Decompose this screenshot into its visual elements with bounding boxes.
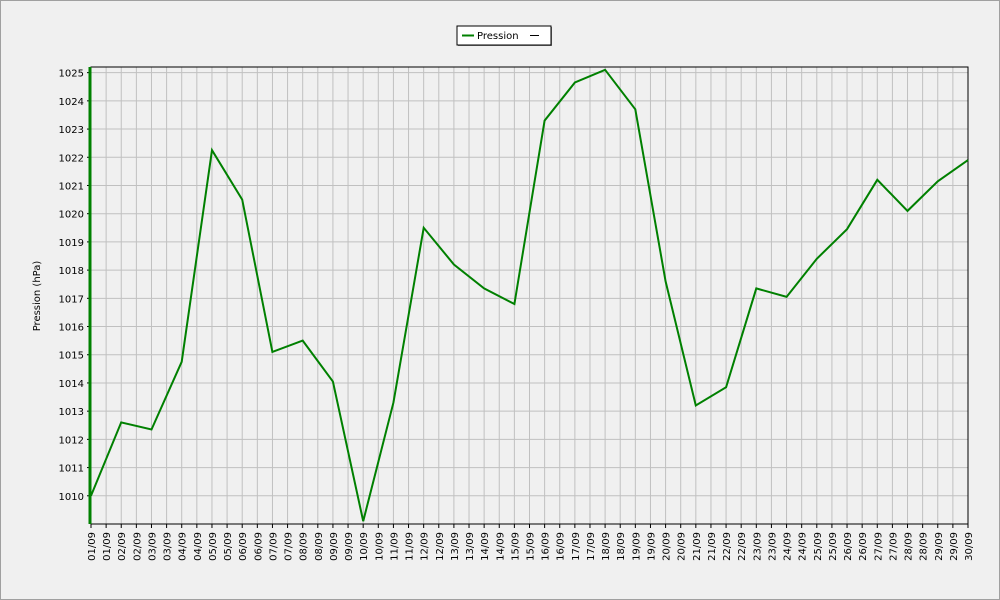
x-tick-label: 24/09 xyxy=(798,532,809,561)
x-tick-label: 07/09 xyxy=(268,532,279,561)
x-tick-label: 24/09 xyxy=(783,532,794,561)
x-tick-label: 26/09 xyxy=(858,532,869,561)
y-tick-label: 1022 xyxy=(59,153,84,164)
x-tick-label: 25/09 xyxy=(813,532,824,561)
x-tick-label: 26/09 xyxy=(843,532,854,561)
x-tick-label: 02/09 xyxy=(117,532,128,561)
x-tick-label: 04/09 xyxy=(178,532,189,561)
x-tick-label: 29/09 xyxy=(949,532,960,561)
x-tick-label: 27/09 xyxy=(888,532,899,561)
y-tick-label: 1016 xyxy=(59,323,84,334)
x-tick-label: 25/09 xyxy=(828,532,839,561)
x-tick-label: 03/09 xyxy=(147,532,158,561)
y-tick-label: 1013 xyxy=(59,407,84,418)
y-tick-label: 1010 xyxy=(59,492,84,503)
x-tick-label: 30/09 xyxy=(964,532,975,561)
legend-label: Pression xyxy=(477,31,519,42)
x-tick-label: 14/09 xyxy=(495,532,506,561)
y-axis-label: Pression (hPa) xyxy=(32,261,43,332)
y-tick-label: 1012 xyxy=(59,435,84,446)
legend-box xyxy=(456,25,552,46)
x-tick-label: 19/09 xyxy=(646,532,657,561)
y-tick-label: 1019 xyxy=(59,238,84,249)
y-tick-label: 1011 xyxy=(59,464,84,475)
x-tick-label: 06/09 xyxy=(238,532,249,561)
x-tick-label: 15/09 xyxy=(510,532,521,561)
x-tick-label: 05/09 xyxy=(223,532,234,561)
x-tick-label: 04/09 xyxy=(193,532,204,561)
x-tick-label: 03/09 xyxy=(163,532,174,561)
y-tick-label: 1023 xyxy=(59,125,84,136)
x-tick-label: 11/09 xyxy=(389,532,400,561)
x-tick-label: 20/09 xyxy=(677,532,688,561)
x-tick-label: 01/09 xyxy=(102,532,113,561)
y-tick-label: 1018 xyxy=(59,266,84,277)
x-tick-label: 16/09 xyxy=(556,532,567,561)
x-tick-label: 17/09 xyxy=(586,532,597,561)
x-tick-label: 23/09 xyxy=(752,532,763,561)
x-tick-label: 28/09 xyxy=(904,532,915,561)
x-tick-label: 22/09 xyxy=(737,532,748,561)
x-tick-label: 12/09 xyxy=(435,532,446,561)
x-tick-label: 10/09 xyxy=(374,532,385,561)
x-tick-label: 28/09 xyxy=(919,532,930,561)
x-tick-label: 11/09 xyxy=(405,532,416,561)
x-tick-label: 06/09 xyxy=(253,532,264,561)
x-tick-label: 29/09 xyxy=(934,532,945,561)
x-tick-label: 16/09 xyxy=(541,532,552,561)
y-tick-label: 1024 xyxy=(59,97,84,108)
x-tick-label: 09/09 xyxy=(329,532,340,561)
x-tick-label: 12/09 xyxy=(420,532,431,561)
y-tick-label: 1021 xyxy=(59,181,84,192)
y-tick-label: 1020 xyxy=(59,210,84,221)
x-tick-label: 01/09 xyxy=(87,532,98,561)
x-tick-label: 13/09 xyxy=(465,532,476,561)
x-tick-label: 08/09 xyxy=(314,532,325,561)
x-tick-label: 07/09 xyxy=(284,532,295,561)
x-tick-label: 22/09 xyxy=(722,532,733,561)
x-tick-label: 17/09 xyxy=(571,532,582,561)
x-tick-label: 27/09 xyxy=(873,532,884,561)
x-tick-label: 08/09 xyxy=(299,532,310,561)
x-tick-label: 14/09 xyxy=(480,532,491,561)
x-tick-label: 21/09 xyxy=(692,532,703,561)
y-tick-label: 1025 xyxy=(59,69,84,80)
y-tick-label: 1015 xyxy=(59,351,84,362)
x-tick-label: 19/09 xyxy=(631,532,642,561)
y-tick-label: 1014 xyxy=(59,379,84,390)
x-tick-label: 23/09 xyxy=(767,532,778,561)
x-tick-label: 05/09 xyxy=(208,532,219,561)
data-line xyxy=(90,68,969,522)
x-tick-label: 09/09 xyxy=(344,532,355,561)
x-tick-label: 02/09 xyxy=(132,532,143,561)
y-tick-label: 1017 xyxy=(59,294,84,305)
x-tick-label: 15/09 xyxy=(526,532,537,561)
x-tick-label: 18/09 xyxy=(601,532,612,561)
x-tick-label: 20/09 xyxy=(662,532,673,561)
x-tick-label: 10/09 xyxy=(359,532,370,561)
x-tick-label: 18/09 xyxy=(616,532,627,561)
x-tick-label: 13/09 xyxy=(450,532,461,561)
x-tick-label: 21/09 xyxy=(707,532,718,561)
